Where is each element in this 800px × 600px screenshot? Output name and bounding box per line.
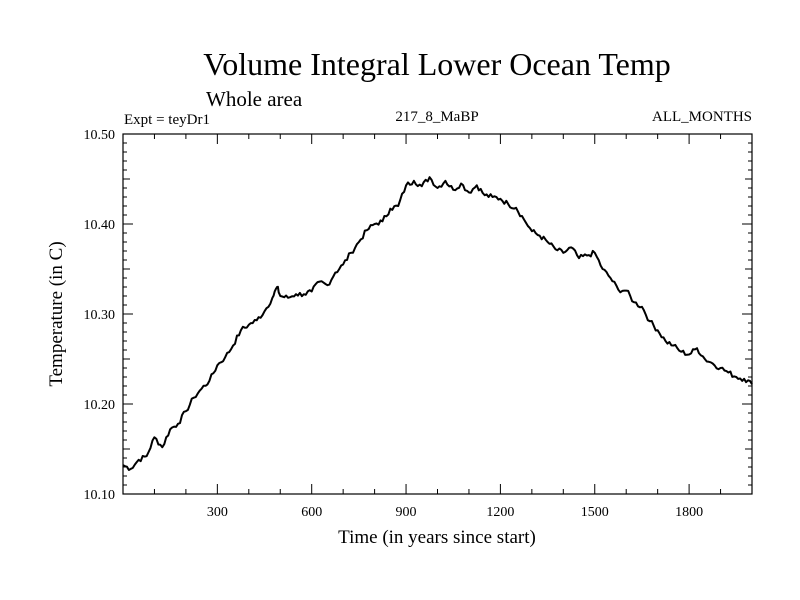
y-axis-label: Temperature (in C) [46,241,67,386]
x-axis-label: Time (in years since start) [338,527,536,548]
period-label: ALL_MONTHS [652,109,752,125]
x-tick-label: 1200 [486,505,514,520]
x-tick-label: 900 [396,505,417,520]
y-tick-label: 10.10 [84,488,116,503]
chart-subtitle: Whole area [206,87,303,111]
series-layer [122,176,753,471]
x-tick-label: 300 [207,505,228,520]
y-tick-label: 10.20 [84,398,116,413]
y-tick-label: 10.30 [84,308,116,323]
y-axis: 10.10 10.20 10.30 10.40 10.50 [84,128,752,503]
x-tick-label: 1500 [581,505,609,520]
series-line [122,176,753,471]
x-axis: 300 600 900 1200 1500 1800 [153,134,722,520]
chart-title: Volume Integral Lower Ocean Temp [203,46,671,82]
x-tick-label: 1800 [675,505,703,520]
expt-label: Expt = teyDr1 [124,112,210,128]
run-label: 217_8_MaBP [395,109,478,125]
y-tick-label: 10.50 [84,128,116,143]
y-tick-label: 10.40 [84,218,116,233]
x-tick-label: 600 [301,505,322,520]
